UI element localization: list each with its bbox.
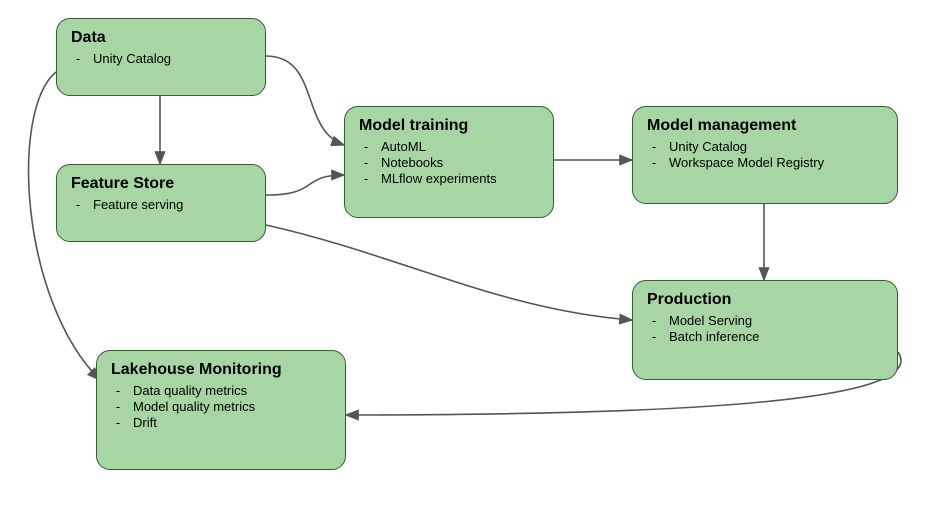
node-lakehouse-monitoring: Lakehouse Monitoring Data quality metric… [96,350,346,470]
node-model-training-items: AutoML Notebooks MLflow experiments [359,139,539,186]
list-item: MLflow experiments [379,171,539,186]
node-model-management-title: Model management [647,117,883,135]
node-data: Data Unity Catalog [56,18,266,96]
list-item: Model quality metrics [131,399,331,414]
node-production-items: Model Serving Batch inference [647,313,883,344]
node-model-management: Model management Unity Catalog Workspace… [632,106,898,204]
list-item: AutoML [379,139,539,154]
flowchart-canvas: { "diagram": { "type": "flowchart", "bac… [0,0,945,505]
list-item: Drift [131,415,331,430]
list-item: Notebooks [379,155,539,170]
list-item: Unity Catalog [667,139,883,154]
node-production-title: Production [647,291,883,309]
list-item: Feature serving [91,197,251,212]
node-data-items: Unity Catalog [71,51,251,66]
edge-data-to-model_training [266,56,344,145]
list-item: Data quality metrics [131,383,331,398]
edge-feature_store-to-production [266,225,632,320]
list-item: Workspace Model Registry [667,155,883,170]
node-feature-store-title: Feature Store [71,175,251,193]
node-lakehouse-monitoring-items: Data quality metrics Model quality metri… [111,383,331,430]
node-feature-store: Feature Store Feature serving [56,164,266,242]
node-data-title: Data [71,29,251,47]
list-item: Batch inference [667,329,883,344]
node-feature-store-items: Feature serving [71,197,251,212]
node-production: Production Model Serving Batch inference [632,280,898,380]
edge-feature_store-to-model_training [266,175,344,195]
node-model-training: Model training AutoML Notebooks MLflow e… [344,106,554,218]
list-item: Model Serving [667,313,883,328]
node-lakehouse-monitoring-title: Lakehouse Monitoring [111,361,331,379]
node-model-management-items: Unity Catalog Workspace Model Registry [647,139,883,170]
node-model-training-title: Model training [359,117,539,135]
list-item: Unity Catalog [91,51,251,66]
